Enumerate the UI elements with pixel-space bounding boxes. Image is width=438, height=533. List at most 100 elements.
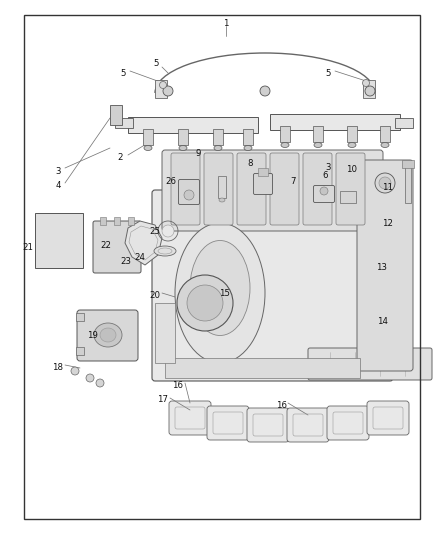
FancyBboxPatch shape (162, 150, 383, 231)
FancyBboxPatch shape (77, 310, 138, 361)
Bar (280, 126, 290, 142)
Bar (165, 358, 360, 378)
FancyBboxPatch shape (287, 408, 329, 442)
Ellipse shape (281, 142, 289, 148)
Ellipse shape (100, 328, 116, 342)
Ellipse shape (244, 146, 252, 150)
Text: 17: 17 (158, 395, 169, 405)
Text: 8: 8 (247, 158, 253, 167)
Circle shape (375, 173, 395, 193)
FancyBboxPatch shape (169, 401, 211, 435)
FancyBboxPatch shape (367, 401, 409, 435)
Bar (218, 176, 226, 198)
Ellipse shape (175, 223, 265, 363)
FancyBboxPatch shape (314, 185, 335, 203)
Circle shape (363, 79, 370, 86)
Circle shape (379, 177, 391, 189)
Ellipse shape (348, 142, 356, 148)
Text: 9: 9 (195, 149, 201, 157)
Bar (128, 217, 134, 225)
Bar (213, 129, 223, 145)
Bar (363, 80, 375, 98)
Circle shape (159, 82, 166, 88)
Text: 11: 11 (382, 183, 393, 192)
Text: 3: 3 (55, 166, 61, 175)
Bar (347, 126, 357, 142)
FancyBboxPatch shape (308, 348, 432, 380)
FancyBboxPatch shape (204, 153, 233, 225)
Circle shape (71, 367, 79, 375)
Bar (380, 126, 390, 142)
FancyBboxPatch shape (327, 406, 369, 440)
Bar (115, 118, 133, 128)
Bar (313, 126, 323, 142)
FancyBboxPatch shape (179, 180, 199, 205)
Bar (155, 303, 175, 363)
Text: 12: 12 (382, 219, 393, 228)
Bar (100, 217, 106, 225)
Bar (155, 80, 167, 98)
Ellipse shape (314, 142, 322, 148)
Bar (76, 347, 84, 355)
Circle shape (187, 285, 223, 321)
Text: 18: 18 (53, 364, 64, 373)
FancyBboxPatch shape (93, 221, 141, 273)
Bar (243, 129, 253, 145)
FancyBboxPatch shape (152, 190, 393, 381)
Text: 20: 20 (149, 290, 160, 300)
Text: 15: 15 (219, 288, 230, 297)
Circle shape (163, 86, 173, 96)
Text: 22: 22 (100, 241, 112, 251)
Text: 16: 16 (173, 381, 184, 390)
Text: 13: 13 (377, 263, 388, 272)
FancyBboxPatch shape (336, 153, 365, 225)
Text: 1: 1 (223, 19, 229, 28)
FancyBboxPatch shape (357, 160, 413, 371)
Text: 14: 14 (378, 317, 389, 326)
Text: 6: 6 (322, 171, 328, 180)
FancyBboxPatch shape (207, 406, 249, 440)
Bar (35, 213, 83, 268)
Ellipse shape (381, 142, 389, 148)
Text: 26: 26 (166, 176, 177, 185)
Ellipse shape (179, 146, 187, 150)
Text: 10: 10 (346, 166, 357, 174)
Bar (258, 168, 268, 176)
Circle shape (184, 190, 194, 200)
Circle shape (86, 374, 94, 382)
Bar (110, 105, 122, 125)
Ellipse shape (190, 240, 250, 335)
FancyBboxPatch shape (247, 408, 289, 442)
Bar (76, 313, 84, 321)
Text: 5: 5 (120, 69, 126, 77)
Bar (143, 129, 153, 145)
Text: 16: 16 (276, 400, 287, 409)
FancyBboxPatch shape (171, 153, 200, 225)
Text: 19: 19 (87, 332, 97, 341)
FancyBboxPatch shape (303, 153, 332, 225)
Circle shape (320, 187, 328, 195)
Text: 4: 4 (55, 181, 61, 190)
Circle shape (96, 379, 104, 387)
Bar (114, 217, 120, 225)
Text: 2: 2 (117, 154, 123, 163)
Bar (128, 117, 258, 133)
Circle shape (177, 275, 233, 331)
Polygon shape (125, 221, 162, 265)
Text: 25: 25 (149, 227, 160, 236)
Circle shape (260, 86, 270, 96)
FancyBboxPatch shape (254, 174, 272, 195)
Bar (405, 165, 411, 203)
FancyBboxPatch shape (270, 153, 299, 225)
Circle shape (365, 86, 375, 96)
Text: 5: 5 (153, 60, 159, 69)
Bar (340, 191, 356, 203)
Bar (395, 118, 413, 128)
Bar (402, 160, 414, 168)
Text: 21: 21 (22, 244, 33, 253)
Ellipse shape (214, 146, 222, 150)
Text: 23: 23 (120, 256, 131, 265)
Bar (178, 129, 188, 145)
Text: 24: 24 (134, 254, 145, 262)
Text: 3: 3 (325, 164, 331, 173)
